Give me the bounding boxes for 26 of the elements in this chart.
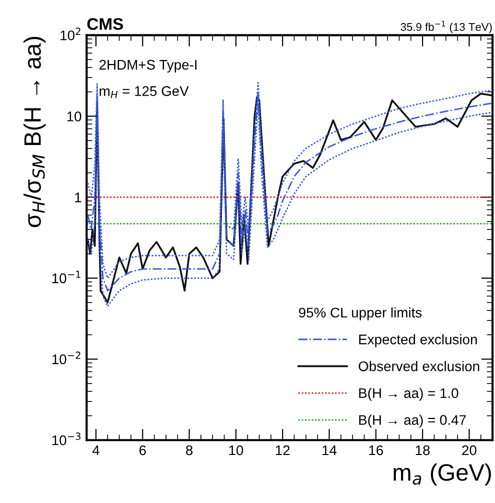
legend-title: 95% CL upper limits	[298, 307, 422, 320]
annotation: m$_{H}$ = 125 GeV	[100, 86, 189, 98]
y-tick-label: 1	[75, 192, 82, 202]
x-tick-label: 14	[322, 445, 337, 456]
x-tick-label: 12	[276, 445, 290, 456]
x-tick-label: 8	[186, 445, 193, 456]
legend-label: B(H → aa) = 0.47	[359, 414, 466, 428]
x-tick-label: 6	[139, 445, 146, 456]
legend-label: B(H → aa) = 1.0	[359, 388, 458, 401]
legend-label: Observed exclusion	[358, 361, 480, 372]
x-axis-title: m$_{a}$ (GeV)	[394, 463, 491, 486]
legend-label: Expected exclusion	[359, 334, 477, 348]
x-tick-label: 16	[369, 445, 383, 456]
text: 35.9 fb$^{−1}$ (13 TeV)	[400, 20, 492, 34]
text: CMS	[87, 18, 124, 30]
x-tick-label: 10	[229, 445, 244, 456]
x-tick-label: 18	[416, 445, 430, 456]
x-tick-label: 20	[462, 445, 476, 456]
annotation: 2HDM+S Type-I	[100, 60, 196, 72]
x-tick-label: 4	[92, 445, 100, 456]
y-axis-title: σ$_{H}$/σ$_{SM}$ B(H → aa)	[24, 36, 46, 228]
y-tick-label: 10	[67, 112, 82, 122]
y-tick-label: 10$^{2}$	[60, 28, 80, 40]
y-tick-label: 10$^{−1}$	[52, 270, 80, 284]
y-tick-label: 10$^{−3}$	[52, 432, 80, 446]
y-tick-label: 10$^{−2}$	[52, 352, 80, 364]
